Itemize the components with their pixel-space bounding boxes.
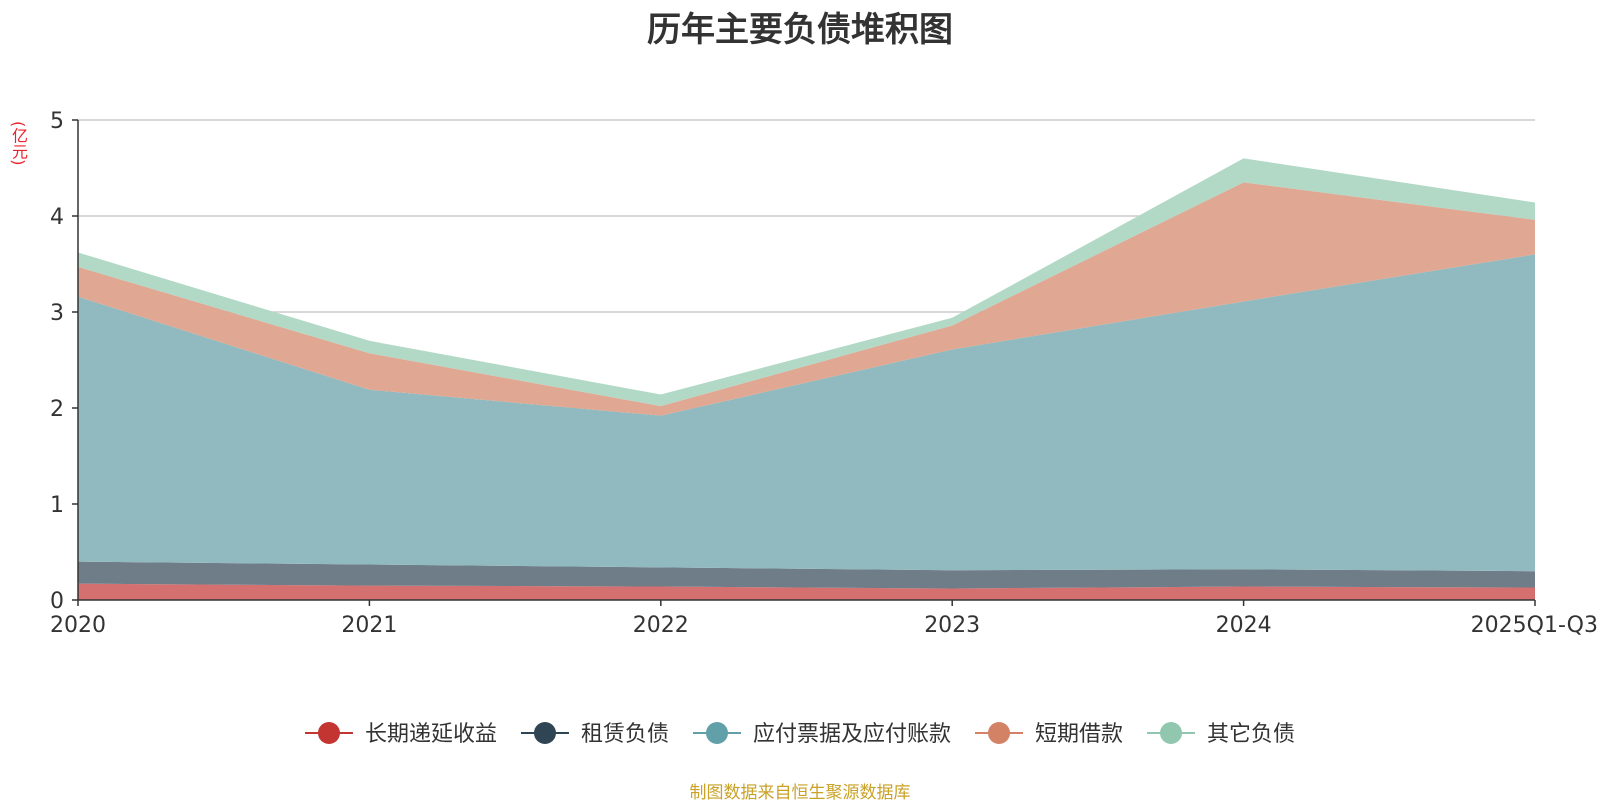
- x-tick-label: 2025Q1-Q3: [1471, 613, 1598, 638]
- x-tick-label: 2021: [341, 613, 397, 638]
- x-tick-label: 2020: [50, 613, 106, 638]
- legend-marker: [1160, 722, 1183, 744]
- area-series-1: [78, 583, 1535, 600]
- legend-label: 应付票据及应付账款: [753, 722, 951, 747]
- legend-label: 短期借款: [1035, 722, 1123, 747]
- y-tick-label: 1: [50, 493, 64, 518]
- legend-label: 租赁负债: [581, 722, 669, 747]
- y-tick-label: 2: [50, 397, 64, 422]
- legend-marker: [988, 722, 1011, 744]
- legend-label: 其它负债: [1207, 722, 1295, 747]
- y-tick-label: 5: [50, 109, 64, 134]
- area-series-4: [78, 182, 1535, 416]
- legend-item[interactable]: 租赁负债: [520, 722, 669, 747]
- x-tick-label: 2024: [1216, 613, 1272, 638]
- y-tick-label: 3: [50, 301, 64, 326]
- data-source-note: 制图数据来自恒生聚源数据库: [689, 783, 911, 803]
- legend-label: 长期递延收益: [365, 722, 497, 747]
- legend-marker: [533, 722, 556, 744]
- y-tick-label: 4: [50, 205, 64, 230]
- legend-item[interactable]: 长期递延收益: [304, 722, 497, 747]
- area-series-2: [78, 561, 1535, 589]
- legend-item[interactable]: 应付票据及应付账款: [692, 722, 951, 747]
- area-series-5: [78, 158, 1535, 407]
- y-axis-unit-label: (亿元): [9, 121, 28, 166]
- area-series-3: [78, 254, 1535, 572]
- y-tick-label: 0: [50, 589, 64, 614]
- legend-marker: [317, 722, 340, 744]
- legend-marker: [705, 722, 728, 744]
- legend-item[interactable]: 其它负债: [1147, 722, 1295, 747]
- x-tick-label: 2023: [924, 613, 980, 638]
- chart-title: 历年主要负债堆积图: [647, 10, 953, 50]
- legend-item[interactable]: 短期借款: [975, 722, 1123, 747]
- x-tick-label: 2022: [633, 613, 689, 638]
